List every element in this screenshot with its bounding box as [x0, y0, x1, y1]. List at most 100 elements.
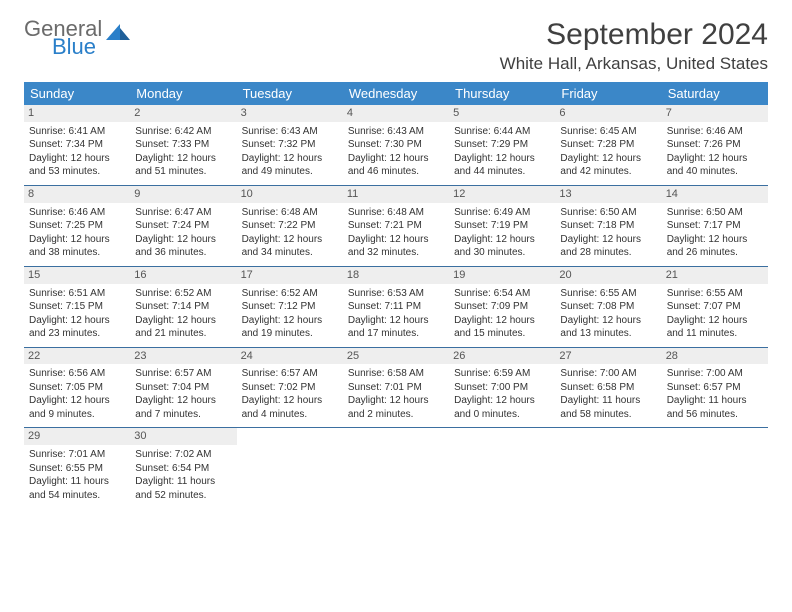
sunrise-line: Sunrise: 6:59 AM	[454, 367, 550, 381]
day-number: 6	[555, 105, 661, 122]
brand-text: General Blue	[24, 18, 102, 58]
sunrise-line: Sunrise: 6:50 AM	[560, 206, 656, 220]
sunrise-line: Sunrise: 6:50 AM	[667, 206, 763, 220]
daylight-line: Daylight: 12 hours and 40 minutes.	[667, 152, 763, 179]
sunrise-line: Sunrise: 6:41 AM	[29, 125, 125, 139]
sunset-line: Sunset: 7:24 PM	[135, 219, 231, 233]
week-row: 8Sunrise: 6:46 AMSunset: 7:25 PMDaylight…	[24, 186, 768, 267]
sunrise-line: Sunrise: 6:48 AM	[348, 206, 444, 220]
daylight-line: Daylight: 12 hours and 11 minutes.	[667, 314, 763, 341]
day-number: 5	[449, 105, 555, 122]
sunrise-line: Sunrise: 6:52 AM	[242, 287, 338, 301]
sunrise-line: Sunrise: 6:45 AM	[560, 125, 656, 139]
sunset-line: Sunset: 7:12 PM	[242, 300, 338, 314]
day-number: 13	[555, 186, 661, 203]
sunrise-line: Sunrise: 7:01 AM	[29, 448, 125, 462]
daylight-line: Daylight: 12 hours and 44 minutes.	[454, 152, 550, 179]
sunset-line: Sunset: 7:33 PM	[135, 138, 231, 152]
sunrise-line: Sunrise: 6:53 AM	[348, 287, 444, 301]
sunset-line: Sunset: 7:22 PM	[242, 219, 338, 233]
day-number: 14	[662, 186, 768, 203]
daylight-line: Daylight: 12 hours and 38 minutes.	[29, 233, 125, 260]
sunset-line: Sunset: 7:04 PM	[135, 381, 231, 395]
week-row: 22Sunrise: 6:56 AMSunset: 7:05 PMDayligh…	[24, 348, 768, 429]
weekday-label: Thursday	[449, 82, 555, 105]
day-cell: 12Sunrise: 6:49 AMSunset: 7:19 PMDayligh…	[449, 186, 555, 266]
sunrise-line: Sunrise: 6:47 AM	[135, 206, 231, 220]
sunrise-line: Sunrise: 6:44 AM	[454, 125, 550, 139]
day-cell: 4Sunrise: 6:43 AMSunset: 7:30 PMDaylight…	[343, 105, 449, 185]
sunrise-line: Sunrise: 6:58 AM	[348, 367, 444, 381]
day-cell: 25Sunrise: 6:58 AMSunset: 7:01 PMDayligh…	[343, 348, 449, 428]
daylight-line: Daylight: 11 hours and 56 minutes.	[667, 394, 763, 421]
day-cell: 27Sunrise: 7:00 AMSunset: 6:58 PMDayligh…	[555, 348, 661, 428]
day-number: 19	[449, 267, 555, 284]
day-number: 7	[662, 105, 768, 122]
sunrise-line: Sunrise: 6:57 AM	[135, 367, 231, 381]
sunset-line: Sunset: 6:54 PM	[135, 462, 231, 476]
sunset-line: Sunset: 7:30 PM	[348, 138, 444, 152]
day-number: 28	[662, 348, 768, 365]
sunrise-line: Sunrise: 6:48 AM	[242, 206, 338, 220]
daylight-line: Daylight: 12 hours and 2 minutes.	[348, 394, 444, 421]
day-number: 25	[343, 348, 449, 365]
sunrise-line: Sunrise: 6:57 AM	[242, 367, 338, 381]
daylight-line: Daylight: 11 hours and 54 minutes.	[29, 475, 125, 502]
sunrise-line: Sunrise: 6:46 AM	[29, 206, 125, 220]
day-number: 2	[130, 105, 236, 122]
weekday-label: Wednesday	[343, 82, 449, 105]
sunrise-line: Sunrise: 7:00 AM	[560, 367, 656, 381]
daylight-line: Daylight: 12 hours and 34 minutes.	[242, 233, 338, 260]
daylight-line: Daylight: 12 hours and 15 minutes.	[454, 314, 550, 341]
sunset-line: Sunset: 7:09 PM	[454, 300, 550, 314]
day-number: 21	[662, 267, 768, 284]
sunset-line: Sunset: 7:15 PM	[29, 300, 125, 314]
sunrise-line: Sunrise: 6:51 AM	[29, 287, 125, 301]
day-cell: 11Sunrise: 6:48 AMSunset: 7:21 PMDayligh…	[343, 186, 449, 266]
day-cell: 8Sunrise: 6:46 AMSunset: 7:25 PMDaylight…	[24, 186, 130, 266]
sunset-line: Sunset: 6:55 PM	[29, 462, 125, 476]
empty-cell	[555, 428, 661, 508]
day-number: 20	[555, 267, 661, 284]
weekday-label: Friday	[555, 82, 661, 105]
day-number: 15	[24, 267, 130, 284]
sunrise-line: Sunrise: 6:54 AM	[454, 287, 550, 301]
weekday-label: Tuesday	[237, 82, 343, 105]
daylight-line: Daylight: 11 hours and 52 minutes.	[135, 475, 231, 502]
sunrise-line: Sunrise: 6:43 AM	[348, 125, 444, 139]
day-number: 24	[237, 348, 343, 365]
day-cell: 15 Sunrise: 6:51 AMSunset: 7:15 PMDayligh…	[24, 267, 130, 347]
week-row: 15Sunrise: 6:51 AMSunset: 7:15 PMDayligh…	[24, 267, 768, 348]
day-cell: 14Sunrise: 6:50 AMSunset: 7:17 PMDayligh…	[662, 186, 768, 266]
sunrise-line: Sunrise: 6:46 AM	[667, 125, 763, 139]
day-number: 26	[449, 348, 555, 365]
sunrise-line: Sunrise: 7:00 AM	[667, 367, 763, 381]
day-number: 16	[130, 267, 236, 284]
day-cell: 18Sunrise: 6:53 AMSunset: 7:11 PMDayligh…	[343, 267, 449, 347]
day-number: 3	[237, 105, 343, 122]
location-subtitle: White Hall, Arkansas, United States	[500, 54, 768, 74]
sunset-line: Sunset: 7:11 PM	[348, 300, 444, 314]
day-number: 17	[237, 267, 343, 284]
sunset-line: Sunset: 7:19 PM	[454, 219, 550, 233]
daylight-line: Daylight: 12 hours and 28 minutes.	[560, 233, 656, 260]
sunset-line: Sunset: 7:07 PM	[667, 300, 763, 314]
daylight-line: Daylight: 12 hours and 23 minutes.	[29, 314, 125, 341]
sunset-line: Sunset: 7:17 PM	[667, 219, 763, 233]
weekday-label: Sunday	[24, 82, 130, 105]
sunset-line: Sunset: 7:00 PM	[454, 381, 550, 395]
daylight-line: Daylight: 12 hours and 7 minutes.	[135, 394, 231, 421]
daylight-line: Daylight: 12 hours and 9 minutes.	[29, 394, 125, 421]
day-cell: 24Sunrise: 6:57 AMSunset: 7:02 PMDayligh…	[237, 348, 343, 428]
daylight-line: Daylight: 12 hours and 51 minutes.	[135, 152, 231, 179]
daylight-line: Daylight: 12 hours and 0 minutes.	[454, 394, 550, 421]
sunset-line: Sunset: 7:05 PM	[29, 381, 125, 395]
sunset-line: Sunset: 6:58 PM	[560, 381, 656, 395]
day-number: 29	[24, 428, 130, 445]
empty-cell	[343, 428, 449, 508]
day-cell: 23Sunrise: 6:57 AMSunset: 7:04 PMDayligh…	[130, 348, 236, 428]
sunset-line: Sunset: 7:34 PM	[29, 138, 125, 152]
day-number: 9	[130, 186, 236, 203]
calendar-grid: SundayMondayTuesdayWednesdayThursdayFrid…	[24, 82, 768, 508]
daylight-line: Daylight: 11 hours and 58 minutes.	[560, 394, 656, 421]
